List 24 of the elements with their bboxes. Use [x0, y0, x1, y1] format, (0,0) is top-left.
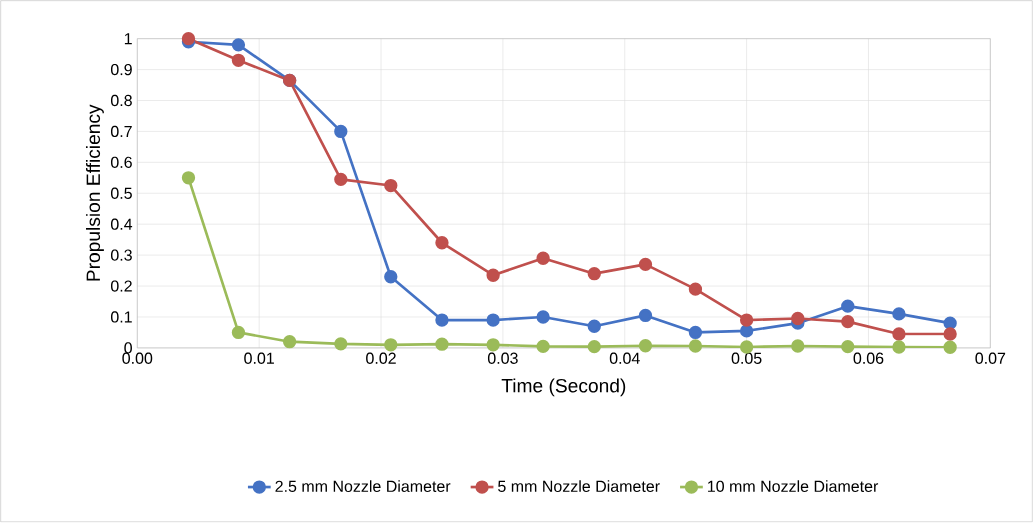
- y-tick-label: 0.7: [110, 126, 132, 138]
- x-tick-label: 0.01: [244, 352, 274, 365]
- x-tick-label: 0.02: [366, 352, 396, 365]
- y-tick-label: 0.1: [110, 311, 132, 323]
- y-tick-label: 0.2: [110, 280, 132, 292]
- x-tick-label: 0.06: [853, 352, 884, 365]
- legend-label: 2.5 mm Nozzle Diameter: [275, 480, 451, 493]
- x-axis-title: Time (Second): [501, 378, 626, 397]
- y-tick-label: 0.9: [110, 64, 132, 76]
- y-tick-label: 0.8: [110, 95, 132, 107]
- x-tick-label: 0.03: [487, 352, 518, 365]
- x-tick-label: 0.05: [731, 352, 762, 365]
- legend-label: 10 mm Nozzle Diameter: [708, 480, 879, 493]
- y-tick-label: 0.4: [110, 218, 133, 231]
- x-tick-label: 0.07: [975, 352, 1006, 365]
- y-tick-label: 0.6: [110, 156, 132, 169]
- legend-label: 5 mm Nozzle Diameter: [498, 480, 660, 493]
- y-tick-label: 0: [124, 342, 132, 354]
- x-tick-label: 0.00: [122, 352, 153, 365]
- y-axis-title: Propulsion Efficiency: [85, 104, 104, 281]
- y-tick-label: 0.3: [110, 249, 132, 262]
- y-tick-label: 0.5: [110, 187, 132, 200]
- x-tick-label: 0.04: [609, 352, 640, 365]
- y-tick-label: 1: [124, 33, 132, 45]
